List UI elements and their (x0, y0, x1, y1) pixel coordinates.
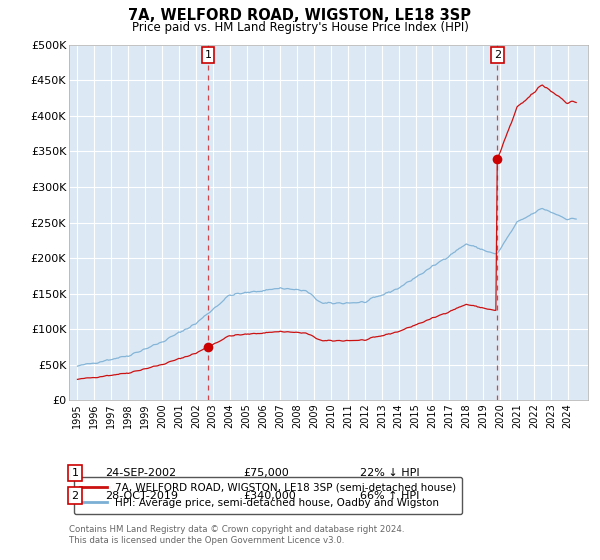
Text: 1: 1 (71, 468, 79, 478)
Text: 66% ↑ HPI: 66% ↑ HPI (360, 491, 419, 501)
Text: 2: 2 (494, 50, 501, 60)
Text: Price paid vs. HM Land Registry's House Price Index (HPI): Price paid vs. HM Land Registry's House … (131, 21, 469, 34)
Text: £340,000: £340,000 (243, 491, 296, 501)
Text: 24-SEP-2002: 24-SEP-2002 (105, 468, 176, 478)
Text: 28-OCT-2019: 28-OCT-2019 (105, 491, 178, 501)
Text: 2: 2 (71, 491, 79, 501)
Text: 7A, WELFORD ROAD, WIGSTON, LE18 3SP: 7A, WELFORD ROAD, WIGSTON, LE18 3SP (128, 8, 472, 24)
Legend: 7A, WELFORD ROAD, WIGSTON, LE18 3SP (semi-detached house), HPI: Average price, s: 7A, WELFORD ROAD, WIGSTON, LE18 3SP (sem… (74, 477, 462, 514)
Text: Contains HM Land Registry data © Crown copyright and database right 2024.
This d: Contains HM Land Registry data © Crown c… (69, 525, 404, 545)
Text: 22% ↓ HPI: 22% ↓ HPI (360, 468, 419, 478)
Text: £75,000: £75,000 (243, 468, 289, 478)
Text: 1: 1 (205, 50, 212, 60)
